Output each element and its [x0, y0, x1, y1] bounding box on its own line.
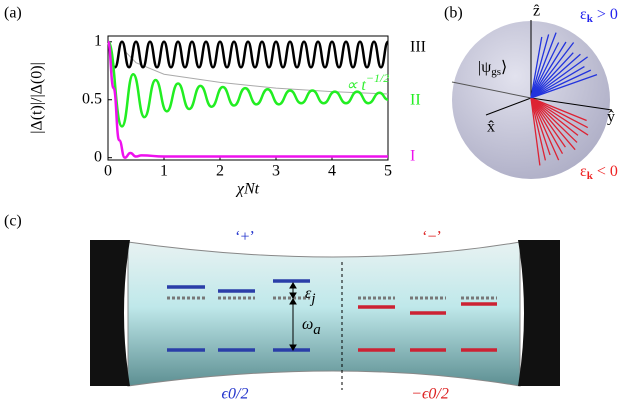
- y-axis-label: |Δ(t)|/|Δ(0)|: [29, 62, 46, 134]
- mirror-right: [518, 240, 560, 386]
- annotation: ∝ t−1/2: [346, 71, 389, 94]
- panel-label: (a): [4, 5, 22, 22]
- series-label: I: [410, 148, 415, 165]
- figure: (a) (b) (c) 0 1 2 3 4 5 0 0.5 1 χNt |Δ(t)|/|Δ(0)| I…: [0, 0, 634, 412]
- plus-energy: ϵ0/2: [222, 386, 249, 403]
- panel-b: ẑ ŷ x̂ |ψgs⟩ εk > 0 εk < 0: [452, 3, 618, 182]
- plus-label: ‘+’: [235, 229, 255, 246]
- x-axis-label: χNt: [235, 181, 260, 198]
- x-tick-label: 4: [328, 163, 336, 180]
- annotation-text: ∝ t: [346, 77, 366, 94]
- x-label: x̂: [487, 119, 495, 136]
- y-tick-label: 1: [94, 32, 102, 49]
- panel-label: (b): [444, 5, 463, 22]
- z-label: ẑ: [533, 3, 540, 20]
- positive-label: εk > 0: [580, 6, 618, 25]
- mirror-left: [90, 240, 130, 386]
- x-tick-label: 3: [272, 163, 280, 180]
- y-label: ŷ: [607, 109, 615, 126]
- cavity-mode: [128, 242, 520, 386]
- y-tick-label: 0: [94, 148, 102, 165]
- annotation-sup: −1/2: [366, 71, 389, 85]
- x-tick-label: 5: [384, 163, 392, 180]
- panel-c: εj ωa ‘+’ ‘−’ ϵ0/2 −ϵ0/2: [90, 229, 560, 403]
- y-tick-label: 0.5: [82, 90, 102, 107]
- series-label: II: [410, 92, 421, 109]
- series-line: [108, 42, 388, 67]
- x-tick-label: 1: [160, 163, 168, 180]
- negative-label: εk < 0: [580, 163, 618, 182]
- x-tick-label: 0: [104, 163, 112, 180]
- minus-label: ‘−’: [422, 229, 442, 246]
- x-tick-label: 2: [216, 163, 224, 180]
- panel-label: (c): [4, 213, 22, 230]
- series-label: III: [410, 39, 426, 56]
- minus-energy: −ϵ0/2: [411, 386, 449, 403]
